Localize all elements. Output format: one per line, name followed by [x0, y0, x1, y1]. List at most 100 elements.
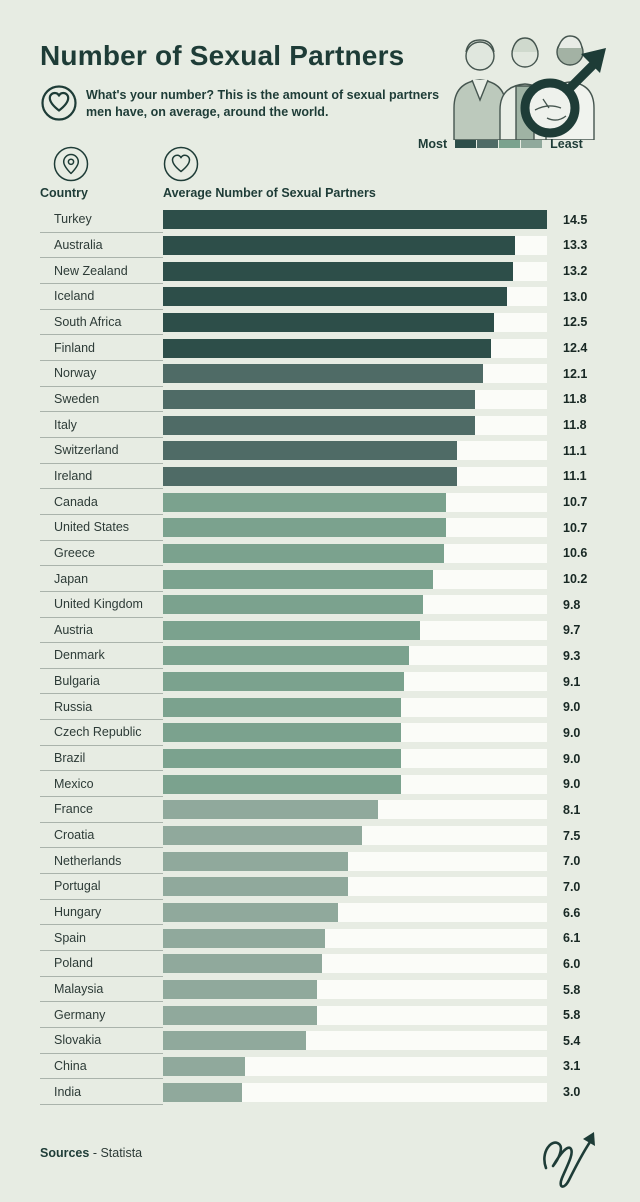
bar — [163, 851, 349, 871]
bar-track — [163, 1082, 547, 1102]
bar — [163, 877, 349, 897]
country-label: Malaysia — [40, 977, 163, 1003]
bar — [163, 980, 317, 1000]
value-label: 9.8 — [563, 597, 581, 612]
table-row: Turkey 14.5 — [40, 207, 600, 233]
bar — [163, 441, 457, 461]
value-label: 12.4 — [563, 341, 588, 356]
country-label: Hungary — [40, 900, 163, 926]
country-label: Poland — [40, 951, 163, 977]
bar-track — [163, 954, 547, 974]
country-label: Spain — [40, 925, 163, 952]
table-row: Portugal 7.0 — [40, 874, 600, 900]
bar-track — [163, 928, 547, 948]
bar — [163, 364, 484, 384]
legend-swatch — [477, 140, 499, 148]
table-row: Italy 11.8 — [40, 412, 600, 438]
country-label: Bulgaria — [40, 669, 163, 695]
table-row: Canada 10.7 — [40, 489, 600, 515]
legend-swatch — [499, 140, 521, 148]
bar-track — [163, 543, 547, 563]
bar-track — [163, 1005, 547, 1025]
value-label: 9.3 — [563, 648, 581, 663]
value-label: 11.8 — [563, 418, 587, 433]
bar — [163, 338, 492, 358]
value-label: 9.0 — [563, 751, 581, 766]
sources-label: Sources — [40, 1146, 90, 1160]
bar-track — [163, 287, 547, 307]
value-label: 3.0 — [563, 1085, 581, 1100]
country-label: United States — [40, 515, 163, 541]
table-row: India 3.0 — [40, 1079, 600, 1105]
bar-track — [163, 466, 547, 486]
country-label: Australia — [40, 233, 163, 259]
bar — [163, 749, 402, 769]
bar — [163, 903, 338, 923]
bar-track — [163, 672, 547, 692]
bar-track — [163, 518, 547, 538]
bar-track — [163, 749, 547, 769]
bar-track — [163, 620, 547, 640]
bar — [163, 928, 325, 948]
value-label: 8.1 — [563, 802, 581, 817]
country-label: Switzerland — [40, 438, 163, 464]
table-row: Finland 12.4 — [40, 335, 600, 361]
country-label: Turkey — [40, 207, 163, 233]
legend-least-label: Least — [550, 137, 583, 151]
table-row: Russia 9.0 — [40, 694, 600, 721]
bar — [163, 826, 362, 846]
country-label: South Africa — [40, 310, 163, 336]
bar — [163, 774, 402, 794]
bar-track — [163, 210, 547, 230]
bar-track — [163, 1031, 547, 1051]
table-row: Bulgaria 9.1 — [40, 669, 600, 695]
bar — [163, 543, 444, 563]
bar-track — [163, 697, 547, 717]
country-label: Norway — [40, 361, 163, 387]
table-row: United States 10.7 — [40, 515, 600, 541]
bar-track — [163, 595, 547, 615]
value-label: 7.0 — [563, 854, 581, 869]
country-label: Austria — [40, 618, 163, 644]
bar-track — [163, 800, 547, 820]
country-label: Sweden — [40, 387, 163, 413]
table-row: Australia 13.3 — [40, 233, 600, 259]
value-label: 9.7 — [563, 623, 581, 638]
sources-note: Sources - Statista — [40, 1146, 142, 1160]
bar — [163, 210, 547, 230]
subtitle: What's your number? This is the amount o… — [86, 88, 440, 120]
bar-track — [163, 851, 547, 871]
value-label: 6.0 — [563, 956, 581, 971]
country-column-label: Country — [40, 186, 88, 200]
table-row: Netherlands 7.0 — [40, 848, 600, 875]
bar — [163, 723, 402, 743]
bar-track — [163, 235, 547, 255]
bar — [163, 1031, 306, 1051]
value-label: 7.5 — [563, 828, 581, 843]
table-row: Spain 6.1 — [40, 925, 600, 952]
men-illustration — [453, 35, 606, 140]
country-label: France — [40, 797, 163, 823]
bar-track — [163, 389, 547, 409]
bar-track — [163, 774, 547, 794]
subtitle-block: What's your number? This is the amount o… — [40, 84, 439, 122]
value-label: 12.1 — [563, 366, 588, 381]
bar — [163, 287, 508, 307]
country-label: United Kingdom — [40, 592, 163, 618]
table-row: Japan 10.2 — [40, 566, 600, 592]
value-label: 13.3 — [563, 238, 588, 253]
table-row: Croatia 7.5 — [40, 823, 600, 849]
table-row: Iceland 13.0 — [40, 284, 600, 310]
value-label: 5.8 — [563, 982, 581, 997]
bar — [163, 518, 447, 538]
bar — [163, 415, 476, 435]
value-label: 10.7 — [563, 520, 588, 535]
bar-track — [163, 312, 547, 332]
legend-swatch — [455, 140, 477, 148]
value-label: 10.2 — [563, 572, 588, 587]
bar-track — [163, 364, 547, 384]
value-column-label: Average Number of Sexual Partners — [163, 186, 376, 200]
bar-track — [163, 492, 547, 512]
signature-arrow-logo — [543, 1132, 595, 1188]
